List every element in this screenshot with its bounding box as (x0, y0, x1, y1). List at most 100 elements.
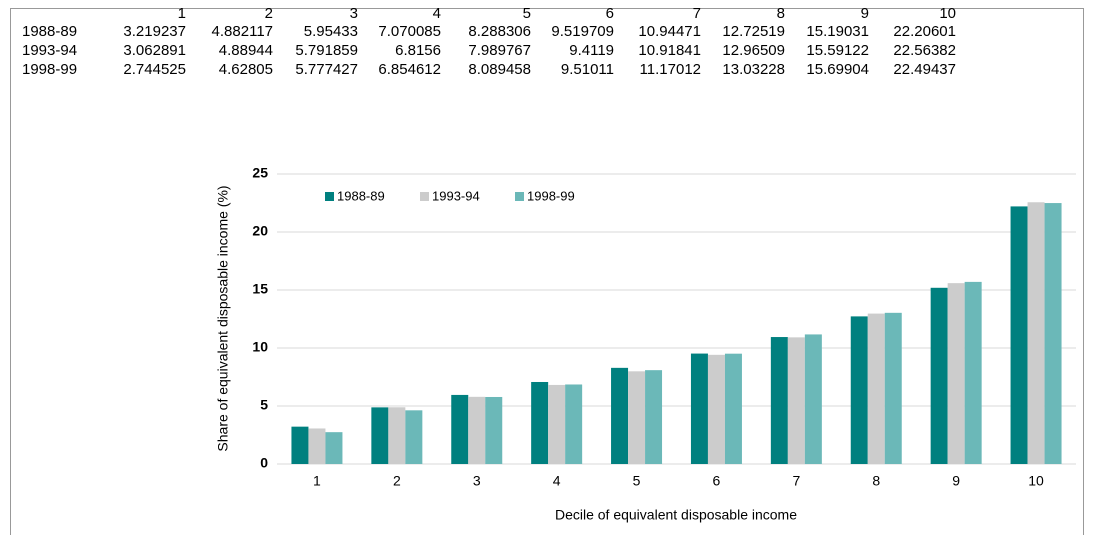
bar (485, 396, 503, 464)
bar (867, 313, 885, 464)
x-tick-label: 6 (713, 473, 721, 489)
bar (1010, 206, 1028, 464)
table-cell: 22.56382 (893, 42, 956, 59)
table-cell: 6.854612 (378, 61, 441, 78)
table-cell: 8.288306 (468, 23, 531, 40)
table-cell: 10.94471 (638, 23, 701, 40)
bar (548, 384, 566, 464)
table-cell: 9.4119 (569, 42, 614, 59)
y-axis-title: Share of equivalent disposable income (%… (214, 185, 231, 452)
table-cell: 22.49437 (893, 61, 956, 78)
table-cell: 12.96509 (722, 42, 785, 59)
table-cell: 7.989767 (468, 42, 531, 59)
table-cell: 22.20601 (893, 23, 956, 40)
table-cell: 4.88944 (219, 42, 273, 59)
table-cell: 7.070085 (378, 23, 441, 40)
table-cell: 15.59122 (806, 42, 869, 59)
table-cell: 4.882117 (212, 23, 273, 40)
table-cell: 5.791859 (295, 42, 358, 59)
legend-swatch (325, 192, 334, 201)
bar (724, 353, 742, 464)
bar (565, 384, 583, 464)
bar (405, 410, 423, 464)
table-cell: 8.089458 (468, 61, 531, 78)
table-cell: 12.72519 (722, 23, 785, 40)
x-tick-label: 10 (1028, 473, 1044, 489)
table-row-label: 1993-94 (22, 42, 77, 59)
bar (804, 334, 822, 464)
table-cell: 10.91841 (638, 42, 701, 59)
bar (371, 407, 389, 464)
table-header: 1 (178, 5, 186, 22)
legend-swatch (515, 192, 524, 201)
bar (1044, 203, 1062, 464)
table-header: 5 (523, 5, 531, 22)
legend-swatch (420, 192, 429, 201)
legend-label: 1988-89 (337, 188, 385, 203)
bar (291, 426, 309, 464)
y-tick-label: 5 (260, 397, 268, 413)
bar (325, 432, 343, 464)
table-header: 7 (693, 5, 701, 22)
x-tick-label: 8 (872, 473, 880, 489)
table-header: 9 (861, 5, 869, 22)
bar (690, 353, 708, 464)
bar (1027, 202, 1045, 464)
table-cell: 13.03228 (722, 61, 785, 78)
bar (707, 354, 725, 464)
table-header: 8 (777, 5, 785, 22)
table-cell: 3.062891 (123, 42, 186, 59)
table-cell: 4.62805 (219, 61, 273, 78)
y-tick-label: 20 (252, 223, 268, 239)
table-cell: 9.51011 (561, 61, 614, 78)
x-tick-label: 1 (313, 473, 321, 489)
x-tick-label: 2 (393, 473, 401, 489)
table-header: 2 (265, 5, 273, 22)
table-cell: 11.17012 (640, 61, 701, 78)
y-tick-label: 15 (252, 281, 268, 297)
table-cell: 6.8156 (395, 42, 441, 59)
legend-label: 1993-94 (432, 188, 480, 203)
bar (451, 394, 469, 464)
y-tick-label: 0 (260, 455, 268, 471)
table-cell: 5.777427 (295, 61, 358, 78)
legend-label: 1998-99 (527, 188, 575, 203)
table-cell: 15.69904 (806, 61, 869, 78)
table-header: 4 (433, 5, 441, 22)
table-cell: 15.19031 (806, 23, 869, 40)
bar (850, 316, 868, 464)
bar (964, 281, 982, 464)
y-tick-label: 10 (252, 339, 268, 355)
table-cell: 5.95433 (304, 23, 358, 40)
table-row-label: 1998-99 (22, 61, 77, 78)
bar (645, 370, 663, 464)
table-row-label: 1988-89 (22, 23, 77, 40)
x-tick-label: 7 (792, 473, 800, 489)
table-cell: 9.519709 (551, 23, 614, 40)
x-tick-label: 5 (633, 473, 641, 489)
table-header: 10 (939, 5, 956, 22)
x-tick-label: 3 (473, 473, 481, 489)
bar (770, 337, 788, 464)
x-tick-label: 9 (952, 473, 960, 489)
bar (787, 337, 805, 464)
bar (628, 371, 646, 464)
bar (308, 428, 326, 464)
frame (10, 8, 1084, 535)
x-tick-label: 4 (553, 473, 561, 489)
y-tick-label: 25 (252, 165, 268, 181)
bar (388, 407, 406, 464)
table-cell: 2.744525 (123, 61, 186, 78)
bar (531, 381, 549, 464)
bar (930, 287, 948, 464)
bar (947, 283, 965, 464)
table-cell: 3.219237 (123, 23, 186, 40)
bar (468, 396, 486, 464)
table-header: 6 (606, 5, 614, 22)
x-axis-title: Decile of equivalent disposable income (555, 507, 797, 523)
table-header: 3 (350, 5, 358, 22)
bar (611, 367, 629, 464)
bar (884, 312, 902, 464)
